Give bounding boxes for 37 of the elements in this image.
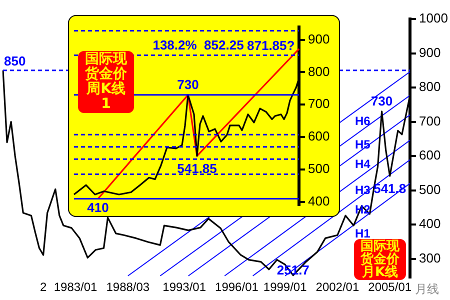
x-tick-label: 2 [40,280,47,294]
series-label: H4 [355,157,371,172]
y-tick-label: 600 [419,148,441,163]
x-tick-label: 1996/01 [215,280,259,294]
x-tick-label: 1983/01 [54,280,98,294]
series-label: H5 [355,137,371,152]
y-tick-label: 800 [308,64,330,79]
y-tick-label: 500 [419,182,441,197]
y-tick-label: 700 [419,113,441,128]
y-tick-label: 1000 [419,10,448,26]
y-tick-label: 300 [419,250,441,266]
y-tick-label: 900 [419,44,441,60]
annotation: 871.85? [247,38,295,53]
x-tick-label: 1999/01 [263,280,308,294]
annotation: 410 [87,200,109,216]
x-tick-label: 2002/01 [316,280,360,294]
y-tick-label: 400 [419,216,441,232]
x-tick-label: 2005/01 [368,280,412,294]
annotation: 730 [177,76,199,92]
y-tick-label: 700 [308,96,330,112]
x-tick-label: 1993/01 [162,280,206,294]
x-tick-label: 1988/03 [106,280,150,294]
annotation: 国际现货金价周K线1 [78,51,134,113]
series-label: H1 [355,226,371,240]
y-tick-label: 900 [308,31,330,46]
text: 月线 [415,281,439,298]
annotation: 138.2% 852.25 [152,37,244,52]
y-tick-label: 400 [308,194,330,209]
series-label: H6 [355,114,371,128]
ref-line-label: 850 [4,53,26,68]
annotation: 730 [370,94,393,109]
series-label: H3 [355,182,371,197]
y-tick-label: 600 [308,128,330,144]
y-tick-label: 500 [308,161,330,176]
y-tick-label: 800 [419,79,441,94]
annotation: 国际现货金价月K线 [354,239,406,280]
annotation: 541.85 [177,161,217,176]
